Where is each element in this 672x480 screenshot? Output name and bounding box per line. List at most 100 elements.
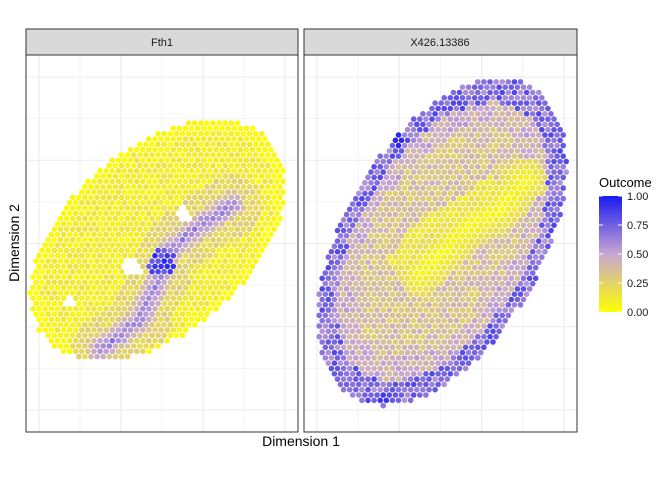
data-point [465, 360, 472, 367]
data-point [487, 302, 493, 308]
data-point [475, 259, 481, 266]
data-point [115, 157, 122, 163]
data-point [398, 148, 405, 154]
data-point [462, 185, 469, 191]
data-point [280, 168, 286, 174]
data-point [185, 162, 192, 169]
data-point [176, 316, 183, 323]
data-point [213, 306, 219, 312]
data-point [450, 164, 457, 170]
data-point [249, 189, 256, 195]
data-point [63, 237, 70, 243]
data-point [82, 258, 88, 264]
data-point [173, 226, 180, 232]
data-point [532, 169, 539, 175]
data-point [73, 327, 79, 333]
data-point [152, 231, 158, 238]
data-point [499, 79, 506, 85]
data-point [249, 210, 256, 217]
data-point [124, 343, 131, 349]
data-point [39, 290, 45, 296]
data-point [353, 333, 359, 340]
data-point [325, 307, 332, 313]
data-point [246, 162, 253, 169]
data-point [478, 296, 484, 303]
data-point [319, 328, 326, 335]
data-point [130, 321, 137, 328]
data-point [386, 349, 393, 356]
data-point [554, 132, 560, 138]
data-point [404, 180, 411, 186]
data-point [143, 205, 149, 211]
data-point [423, 201, 429, 207]
data-point [429, 264, 435, 271]
data-point [459, 349, 466, 356]
data-point [228, 152, 235, 158]
data-point [526, 286, 533, 292]
data-point [54, 306, 61, 312]
data-point [161, 321, 167, 328]
data-point [88, 258, 94, 264]
data-point [130, 237, 137, 243]
data-point [362, 233, 368, 239]
data-point [520, 158, 527, 165]
data-point [481, 206, 487, 213]
data-point [222, 173, 228, 179]
data-point [481, 185, 487, 191]
data-point [468, 195, 475, 202]
data-point [447, 222, 454, 228]
data-point [191, 184, 198, 190]
data-point [82, 332, 88, 339]
data-point [249, 221, 256, 227]
data-point [124, 184, 131, 190]
data-point [407, 312, 414, 319]
data-point [468, 206, 475, 213]
data-point [237, 157, 244, 163]
data-point [158, 242, 164, 248]
data-point [383, 185, 390, 191]
data-point [51, 321, 58, 328]
data-point [417, 275, 423, 282]
data-point [66, 348, 73, 355]
data-point [514, 201, 521, 207]
data-point [536, 132, 542, 138]
data-point [377, 248, 384, 255]
data-point [210, 162, 216, 169]
data-point [401, 270, 408, 276]
data-point [539, 148, 545, 154]
data-point [255, 252, 262, 259]
data-point [429, 349, 435, 356]
data-point [340, 238, 347, 244]
data-point [100, 311, 106, 317]
data-point [277, 184, 283, 190]
data-point [401, 153, 408, 159]
data-point [414, 174, 420, 181]
data-point [502, 222, 509, 228]
data-point [496, 126, 502, 133]
data-point [228, 279, 235, 286]
data-point [152, 316, 158, 323]
data-point [459, 275, 466, 282]
data-point [447, 317, 454, 324]
data-point [161, 205, 167, 211]
data-point [243, 252, 250, 259]
data-point [262, 189, 268, 195]
data-point [118, 332, 125, 339]
data-point [79, 221, 85, 227]
data-point [173, 205, 180, 211]
data-point [417, 158, 423, 165]
data-point [109, 199, 116, 206]
data-point [143, 258, 149, 264]
data-point [85, 348, 91, 355]
data-point [188, 263, 195, 270]
data-point [386, 286, 393, 292]
data-point [222, 258, 228, 264]
data-point [69, 279, 76, 286]
data-point [496, 148, 502, 154]
data-point [438, 270, 445, 276]
data-point [73, 316, 79, 323]
data-point [410, 169, 417, 175]
data-point [133, 221, 140, 227]
data-point [252, 152, 259, 158]
data-point [435, 105, 441, 112]
